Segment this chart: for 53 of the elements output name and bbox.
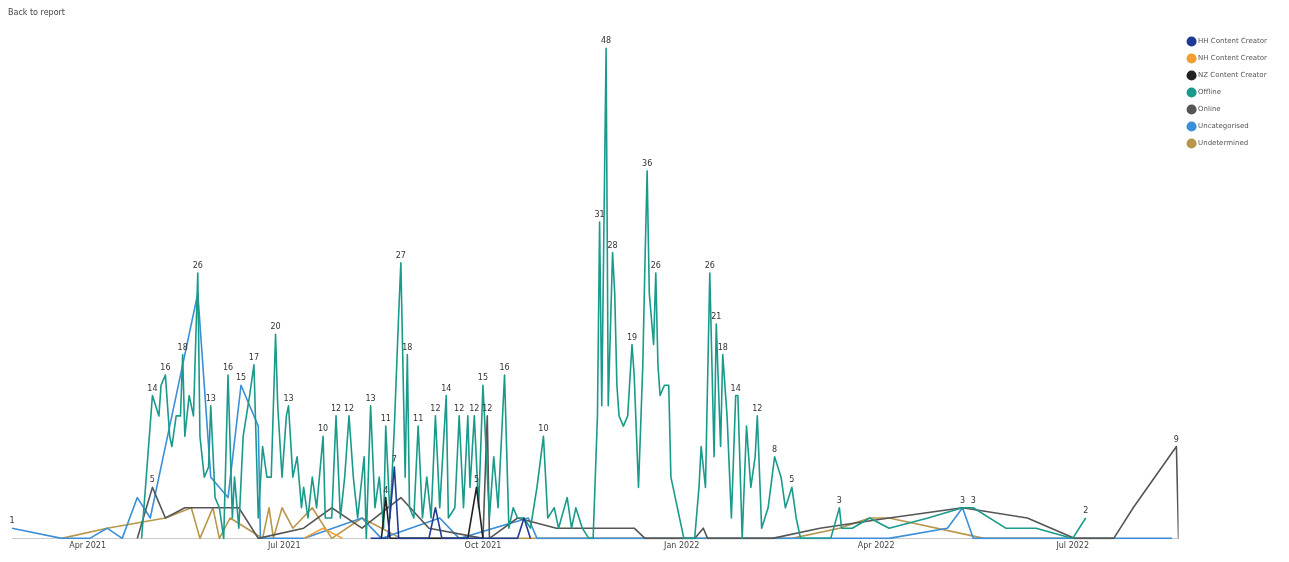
text: Back to report (8, 8, 65, 17)
data-label: 10 (317, 424, 329, 434)
data-label: 18 (402, 342, 413, 352)
data-label: 10 (538, 424, 549, 434)
data-label: 3 (970, 495, 976, 505)
data-label: 3 (959, 495, 966, 505)
data-label: 16 (499, 363, 510, 373)
data-label: 1 (9, 516, 15, 526)
data-label: 28 (607, 240, 618, 250)
data-label: 13 (205, 393, 216, 403)
data-label: 13 (283, 393, 294, 403)
data-label: 19 (626, 332, 638, 342)
data-label: 13 (365, 393, 376, 403)
data-label: 11 (413, 414, 424, 424)
data-label: 14 (147, 383, 158, 393)
data-label: 7 (391, 455, 397, 465)
data-label: 36 (642, 158, 653, 168)
data-label: 12 (343, 403, 355, 413)
data-label: 15 (235, 373, 247, 383)
data-label: 5 (149, 475, 155, 485)
data-label: 11 (380, 414, 391, 424)
data-label: 17 (248, 352, 260, 362)
x-tick-label: Jul 2021 (266, 541, 301, 551)
data-label: 16 (160, 363, 171, 373)
data-label: 21 (711, 312, 722, 322)
data-label: 16 (222, 363, 234, 373)
data-label: 12 (430, 403, 441, 413)
x-tick-label: Jul 2022 (1055, 541, 1089, 551)
data-label: 14 (441, 383, 452, 393)
data-label: 15 (477, 373, 489, 383)
x-tick-label: Apr 2022 (857, 541, 895, 551)
data-label: 18 (717, 342, 728, 352)
data-label: 3 (836, 495, 842, 505)
data-label: 2 (1083, 506, 1089, 516)
data-label: 12 (469, 403, 480, 413)
data-label: 12 (454, 403, 465, 413)
data-label: 26 (704, 261, 715, 271)
data-label: 14 (730, 383, 741, 393)
data-label: 12 (330, 403, 342, 413)
data-label: 20 (270, 322, 281, 332)
data-label: 26 (650, 261, 661, 271)
data-label: 26 (192, 261, 203, 271)
data-label: 5 (789, 475, 795, 485)
data-label: 48 (600, 36, 612, 46)
data-label: 27 (395, 250, 406, 260)
data-label: 5 (473, 475, 480, 485)
x-tick-label: Jan 2022 (663, 541, 700, 551)
data-label: 4 (383, 485, 389, 495)
data-label: 12 (752, 403, 763, 413)
x-tick-label: Oct 2021 (464, 541, 502, 551)
data-label: 8 (772, 444, 778, 454)
data-label: 9 (1173, 434, 1179, 444)
x-tick-label: Apr 2021 (69, 541, 106, 551)
